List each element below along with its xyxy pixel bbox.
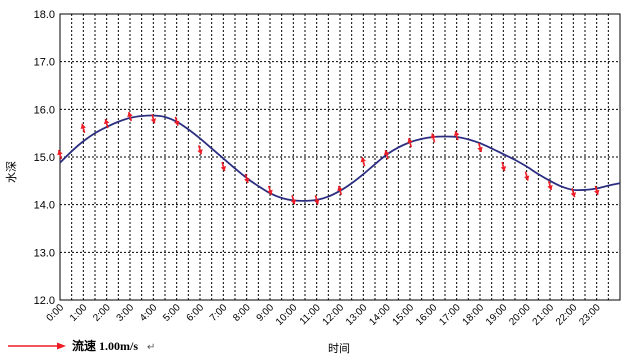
current-vector-head	[430, 133, 436, 139]
legend-label: 流速 1.00m/s	[72, 338, 138, 353]
current-vector	[500, 161, 507, 172]
current-vector	[80, 123, 86, 134]
current-vector	[150, 114, 157, 124]
current-vector	[547, 180, 553, 191]
y-axis-label: 水深	[5, 161, 18, 183]
current-vector	[594, 185, 600, 196]
current-vector	[453, 130, 460, 141]
current-vector-head	[103, 119, 110, 125]
current-vector-head	[127, 111, 133, 118]
current-vector-head	[57, 150, 63, 156]
current-vector	[57, 149, 63, 160]
legend-suffix: ↵	[147, 342, 155, 353]
current-vector-head	[383, 150, 390, 156]
current-vector	[383, 149, 390, 160]
current-vector-head	[337, 185, 343, 191]
current-vector-head	[594, 189, 600, 195]
current-vector	[360, 157, 366, 167]
y-tick-label: 13.0	[34, 247, 55, 259]
legend-arrow-icon	[57, 342, 66, 350]
current-vector-head	[174, 120, 180, 126]
current-vector	[220, 161, 227, 172]
current-vector	[570, 188, 577, 198]
current-vector-head	[220, 165, 227, 172]
current-vector	[127, 111, 133, 122]
current-vector	[290, 195, 297, 205]
current-vector-head	[290, 199, 297, 205]
current-vector-head	[267, 189, 273, 195]
current-vector-head	[477, 146, 483, 152]
y-tick-labels: 12.0 13.0 14.0 15.0 16.0 17.0 18.0	[34, 9, 55, 307]
current-vector	[103, 118, 110, 129]
y-tick-label: 17.0	[34, 57, 55, 69]
current-vector-head	[407, 138, 413, 144]
current-vector-head	[314, 199, 320, 205]
current-vector	[477, 142, 483, 153]
y-tick-label: 15.0	[34, 152, 55, 164]
current-vector-head	[80, 123, 86, 129]
current-vector-layer	[57, 111, 600, 205]
current-vector	[244, 173, 250, 184]
current-vector	[314, 195, 320, 205]
y-tick-label: 12.0	[34, 295, 55, 307]
x-axis-label: 时间	[328, 342, 350, 355]
current-vector	[174, 116, 180, 126]
current-vector	[337, 185, 343, 196]
current-vector	[407, 137, 413, 148]
y-tick-label: 16.0	[34, 104, 55, 116]
current-vector-head	[360, 157, 366, 163]
legend: 流速 1.00m/s ↵	[8, 338, 155, 353]
current-vector	[430, 133, 436, 143]
current-vector	[524, 171, 530, 181]
y-tick-label: 18.0	[34, 9, 55, 21]
current-vector-head	[453, 131, 460, 137]
current-vector	[267, 185, 273, 196]
grid	[60, 14, 620, 300]
current-vector-head	[197, 149, 203, 155]
current-vector-head	[570, 192, 577, 198]
y-tick-label: 14.0	[34, 200, 55, 212]
current-vector-head	[500, 165, 507, 172]
current-vector-head	[150, 118, 157, 124]
current-vector-head	[547, 185, 553, 191]
current-vector	[197, 145, 203, 155]
current-vector-head	[244, 177, 250, 183]
current-vector-head	[524, 175, 530, 181]
